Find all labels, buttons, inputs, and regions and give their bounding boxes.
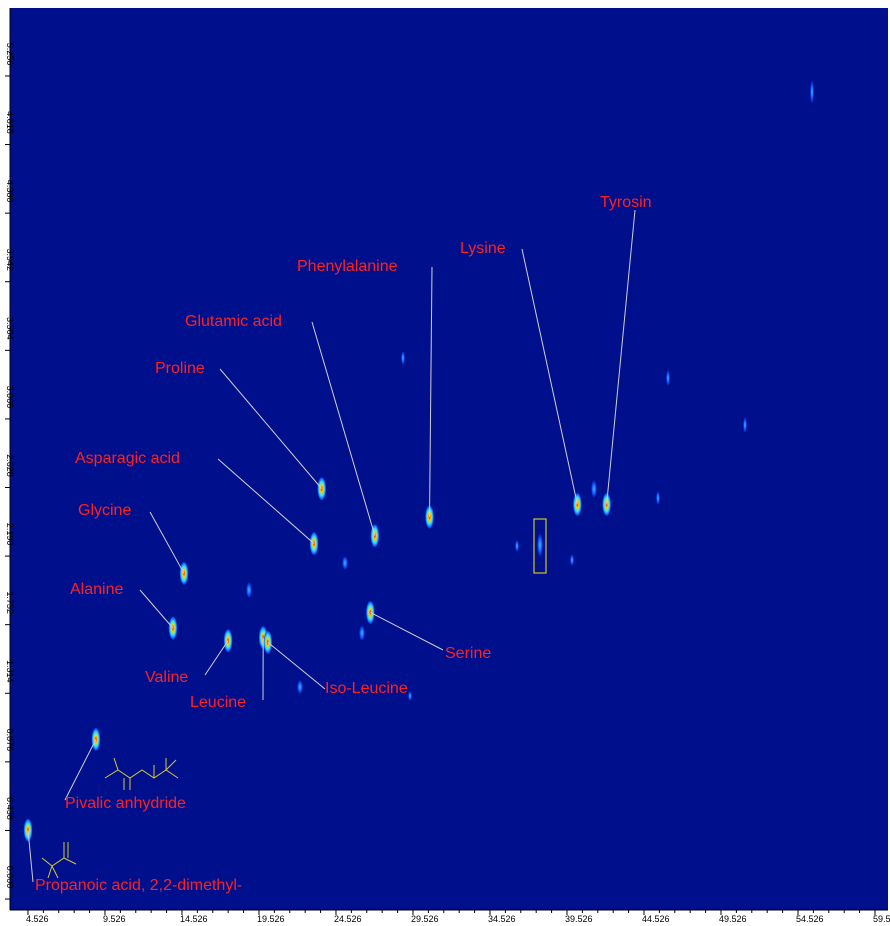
peak-label: Proline: [155, 360, 205, 377]
minor-peak: [743, 417, 747, 433]
structure-propanoic: [41, 842, 77, 879]
y-tick-label: 5.256: [5, 43, 15, 66]
leader-line: [139, 589, 174, 629]
peak-label: Valine: [145, 669, 188, 686]
y-tick-label: 3.066: [5, 386, 15, 409]
y-tick-label: 3.942: [5, 248, 15, 271]
minor-peak: [810, 80, 814, 104]
y-tick-label: 3.504: [5, 317, 15, 340]
peak-label: Pivalic anhydride: [65, 795, 186, 812]
leader-line: [370, 612, 444, 651]
y-tick-label: 0.438: [5, 797, 15, 820]
selection-box: [533, 518, 547, 574]
leader-line: [149, 511, 185, 574]
minor-peak: [246, 582, 252, 598]
y-tick-label: 2.190: [5, 523, 15, 546]
minor-peak: [666, 370, 670, 386]
minor-peak: [570, 554, 574, 566]
y-tick-label: 4.380: [5, 180, 15, 203]
x-tick-label: 24.526: [334, 914, 362, 924]
x-tick-label: 54.526: [796, 914, 824, 924]
structure-pivalic: [104, 757, 179, 790]
peak-label: Lysine: [460, 240, 506, 257]
leader-line: [606, 209, 636, 505]
peak-label: Iso-Leucine: [325, 680, 408, 697]
leader-line: [219, 368, 323, 490]
x-tick-label: 4.526: [26, 914, 49, 924]
minor-peak: [537, 533, 543, 557]
minor-peak: [297, 680, 303, 694]
minor-peak: [591, 480, 597, 498]
x-tick-label: 59.5: [873, 914, 890, 924]
peak-label: Serine: [445, 645, 491, 662]
leader-line: [217, 458, 315, 544]
y-tick-label: 0.876: [5, 729, 15, 752]
minor-peak: [515, 540, 519, 552]
x-tick-label: 19.526: [257, 914, 285, 924]
peak-label: Leucine: [190, 694, 246, 711]
minor-peak: [401, 351, 405, 365]
peak-label: Glutamic acid: [185, 313, 282, 330]
y-tick-label: 2.628: [5, 454, 15, 477]
leader-line: [429, 266, 433, 517]
minor-peak: [342, 556, 348, 570]
x-tick-label: 29.526: [411, 914, 439, 924]
y-tick-label: 1.314: [5, 660, 15, 683]
leader-line: [521, 248, 578, 505]
minor-peaks: [246, 80, 814, 701]
minor-peak: [408, 691, 412, 701]
x-tick-label: 34.526: [488, 914, 516, 924]
y-tick-label: 4.818: [5, 111, 15, 134]
x-tick-label: 49.526: [719, 914, 747, 924]
leader-line: [267, 641, 326, 690]
peak-label: Propanoic acid, 2,2-dimethyl-: [35, 877, 242, 894]
minor-peak: [359, 625, 365, 641]
leader-line: [27, 830, 34, 883]
peak-label: Tyrosin: [600, 194, 652, 211]
leader-line: [204, 640, 229, 676]
x-tick-label: 14.526: [180, 914, 208, 924]
x-tick-label: 9.526: [103, 914, 126, 924]
minor-peak: [656, 491, 660, 505]
leader-line: [311, 321, 376, 536]
peak-label: Asparagic acid: [75, 450, 180, 467]
y-tick-label: 0.000: [5, 866, 15, 889]
peak-label: Phenylalanine: [297, 258, 398, 275]
peak-label: Alanine: [70, 581, 123, 598]
plot-area: [10, 8, 888, 910]
peak-label: Glycine: [78, 502, 131, 519]
x-tick-label: 44.526: [642, 914, 670, 924]
y-tick-label: 1.752: [5, 591, 15, 614]
x-tick-label: 39.526: [565, 914, 593, 924]
leader-line: [64, 739, 97, 801]
